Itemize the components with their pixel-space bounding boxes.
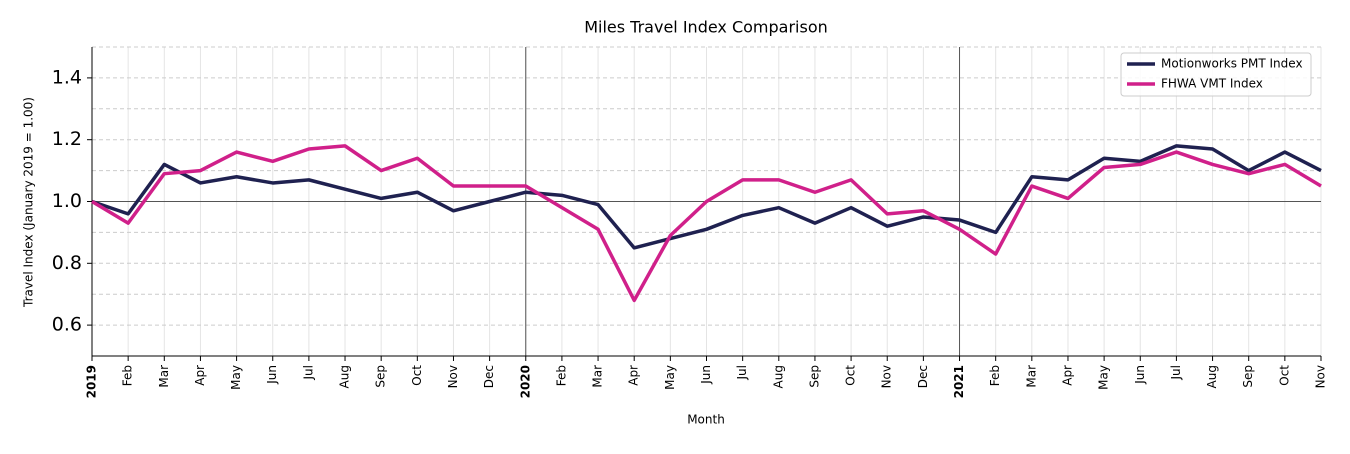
y-tick-label: 0.6 — [52, 314, 82, 336]
x-tick-label: 2021 — [952, 365, 966, 398]
y-tick-label: 0.8 — [52, 252, 82, 274]
x-tick-label: Apr — [627, 365, 641, 386]
x-axis-label: Month — [687, 413, 725, 427]
x-tick-label: Mar — [591, 365, 605, 388]
x-tick-label: Jun — [1133, 365, 1147, 385]
legend-label: Motionworks PMT Index — [1161, 57, 1303, 71]
series-line — [91, 144, 1322, 303]
x-tick-label: 2019 — [85, 365, 99, 398]
x-tick-label: Nov — [880, 365, 894, 388]
legend-label: FHWA VMT Index — [1161, 77, 1263, 91]
legend-box — [1120, 52, 1312, 97]
y-tick-label: 1.2 — [52, 128, 82, 150]
x-tick-label: 2020 — [518, 365, 532, 398]
y-tick-label: 1.4 — [52, 66, 82, 88]
x-tick-label: May — [1097, 365, 1111, 390]
x-tick-label: Feb — [554, 365, 568, 386]
x-tick-label: Sep — [1241, 365, 1255, 388]
x-tick-label: Oct — [410, 365, 424, 386]
x-tick-label: May — [663, 365, 677, 390]
x-tick-label: Oct — [1277, 365, 1291, 386]
y-axis-label: Travel Index (January 2019 = 1.00) — [22, 97, 36, 308]
x-tick-label: May — [229, 365, 243, 390]
x-tick-label: Dec — [482, 365, 496, 388]
x-tick-label: Apr — [1060, 365, 1074, 386]
chart-title: Miles Travel Index Comparison — [584, 18, 828, 37]
x-tick-label: Aug — [771, 365, 785, 388]
x-tick-label: Feb — [988, 365, 1002, 386]
x-tick-label: Nov — [1314, 365, 1328, 388]
x-tick-label: Sep — [807, 365, 821, 388]
x-tick-label: Jul — [301, 365, 315, 380]
y-tick-label: 1.0 — [52, 190, 82, 212]
x-tick-label: Apr — [193, 365, 207, 386]
x-tick-label: Feb — [121, 365, 135, 386]
x-tick-label: Aug — [338, 365, 352, 388]
x-tick-label: Jun — [699, 365, 713, 385]
x-tick-label: Nov — [446, 365, 460, 388]
x-tick-label: Aug — [1205, 365, 1219, 388]
x-tick-label: Mar — [1024, 365, 1038, 388]
x-tick-label: Sep — [374, 365, 388, 388]
x-tick-label: Jun — [265, 365, 279, 385]
x-tick-label: Mar — [157, 365, 171, 388]
x-tick-label: Jul — [1169, 365, 1183, 380]
x-tick-label: Dec — [916, 365, 930, 388]
x-tick-label: Jul — [735, 365, 749, 380]
x-tick-label: Oct — [844, 365, 858, 386]
series-line — [91, 144, 1322, 250]
